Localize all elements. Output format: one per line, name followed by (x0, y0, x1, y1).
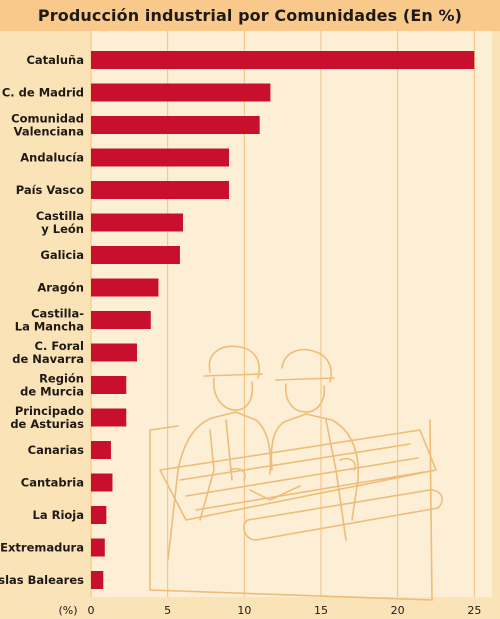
bar-9 (91, 343, 137, 362)
bar-8 (91, 311, 151, 329)
category-label-5-line-1: y León (41, 222, 84, 236)
category-label-2-line-0: Comunidad (11, 112, 84, 126)
category-label-14: La Rioja (33, 508, 85, 522)
bars (91, 51, 475, 589)
x-axis-ticks: 0 5 10 15 20 25 (88, 604, 482, 617)
category-label-15: Extremadura (0, 541, 84, 555)
x-tick-label-15: 15 (314, 604, 328, 617)
bar-16 (91, 571, 104, 589)
category-label-8-line-1: La Mancha (15, 320, 84, 334)
category-label-16: Islas Baleares (0, 573, 84, 587)
category-label-5-line-0: Castilla (36, 209, 84, 223)
category-label-9-line-1: de Navarra (12, 352, 84, 366)
bar-12 (91, 441, 111, 459)
category-label-8-line-0: Castilla- (31, 307, 84, 321)
category-label-12: Canarias (28, 443, 85, 457)
category-label-6: Galicia (40, 248, 84, 262)
x-tick-label-0: 0 (88, 604, 95, 617)
category-label-7: Aragón (37, 281, 84, 295)
category-label-1: C. de Madrid (2, 86, 84, 100)
bar-5 (91, 213, 183, 232)
category-label-0: Cataluña (26, 53, 84, 67)
bar-7 (91, 278, 159, 297)
bar-3 (91, 148, 229, 167)
bar-15 (91, 538, 105, 557)
x-tick-label-20: 20 (391, 604, 405, 617)
bar-13 (91, 473, 113, 492)
category-label-3: Andalucía (20, 151, 84, 165)
category-label-11-line-0: Principado (15, 404, 84, 418)
title-bar: Producción industrial por Comunidades (E… (0, 0, 500, 31)
bar-2 (91, 116, 260, 134)
bar-10 (91, 376, 127, 394)
category-label-2-line-1: Valenciana (14, 125, 84, 139)
x-tick-label-5: 5 (164, 604, 171, 617)
bar-6 (91, 246, 180, 264)
chart-title: Producción industrial por Comunidades (E… (37, 6, 463, 25)
category-label-11-line-1: de Asturias (10, 417, 84, 431)
category-label-10-line-0: Región (39, 372, 84, 386)
x-tick-label-10: 10 (237, 604, 251, 617)
bar-4 (91, 181, 229, 199)
category-label-10-line-1: de Murcia (20, 385, 84, 399)
x-axis-label: (%) (58, 604, 77, 617)
bar-14 (91, 506, 107, 524)
category-label-9-line-0: C. Foral (35, 339, 84, 353)
category-label-13: Cantabria (21, 476, 84, 490)
category-label-4: País Vasco (16, 183, 84, 197)
bar-0 (91, 51, 475, 69)
bar-1 (91, 83, 271, 102)
x-tick-label-25: 25 (467, 604, 481, 617)
bar-11 (91, 408, 127, 427)
workers-illustration (149, 345, 443, 601)
